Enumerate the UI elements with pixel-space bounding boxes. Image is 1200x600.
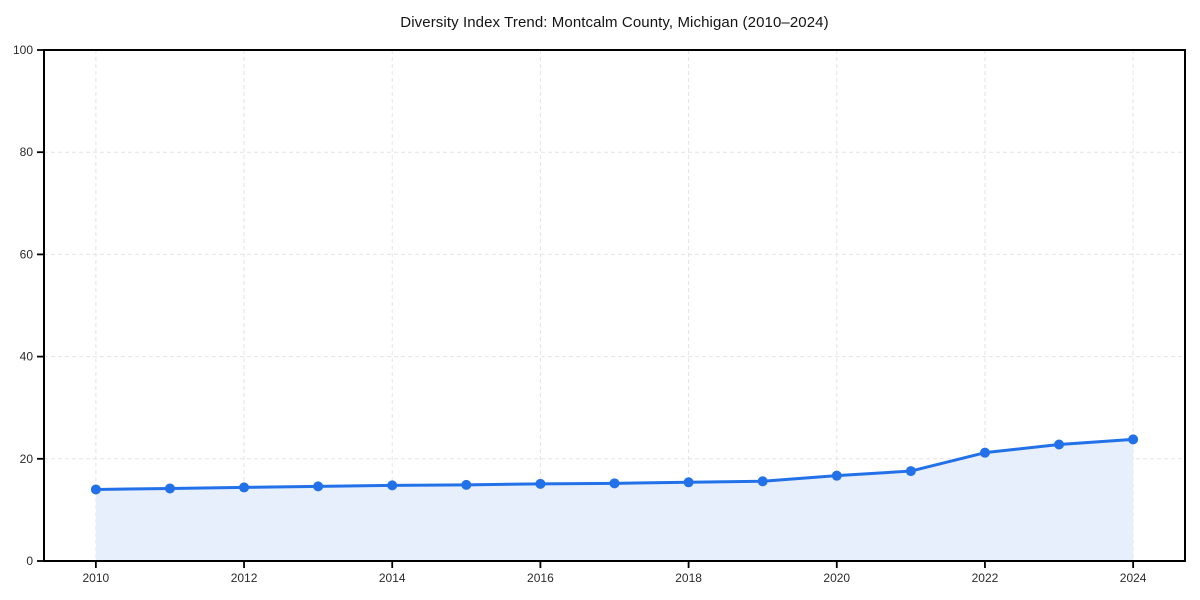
- data-point: [1054, 439, 1065, 450]
- data-point: [683, 477, 694, 488]
- x-tick-label: 2010: [83, 571, 110, 585]
- data-point: [90, 484, 101, 495]
- x-tick-label: 2024: [1120, 571, 1147, 585]
- axis-ticks: [37, 49, 1135, 568]
- chart-title: Diversity Index Trend: Montcalm County, …: [400, 14, 829, 31]
- data-point: [239, 482, 250, 493]
- y-tick-label: 0: [26, 554, 33, 568]
- x-tick-label: 2018: [675, 571, 702, 585]
- gridlines: [44, 50, 1185, 561]
- y-tick-label: 20: [20, 452, 34, 466]
- x-tick-label: 2014: [379, 571, 406, 585]
- y-tick-label: 80: [20, 145, 34, 159]
- axis-tick-labels: 0 20 40 60 80 100 2010 2012 2014 2016 2018 2020 2022…: [13, 43, 1147, 585]
- data-point: [757, 476, 768, 487]
- data-point: [905, 466, 916, 477]
- plot-border: [43, 49, 1186, 562]
- series-area-fill: [95, 439, 1134, 561]
- data-point: [1128, 434, 1139, 445]
- x-tick-label: 2020: [823, 571, 850, 585]
- data-point: [831, 470, 842, 481]
- data-point: [609, 478, 620, 489]
- data-point: [387, 480, 398, 491]
- data-point: [164, 483, 175, 494]
- y-tick-label: 40: [20, 350, 34, 364]
- data-point: [313, 481, 324, 492]
- data-point: [979, 447, 990, 458]
- y-tick-label: 100: [13, 43, 33, 57]
- data-point: [535, 478, 546, 489]
- series-markers: [90, 434, 1139, 495]
- x-tick-label: 2012: [231, 571, 258, 585]
- x-tick-label: 2022: [972, 571, 999, 585]
- y-tick-label: 60: [20, 247, 34, 261]
- data-point: [461, 479, 472, 490]
- x-tick-label: 2016: [527, 571, 554, 585]
